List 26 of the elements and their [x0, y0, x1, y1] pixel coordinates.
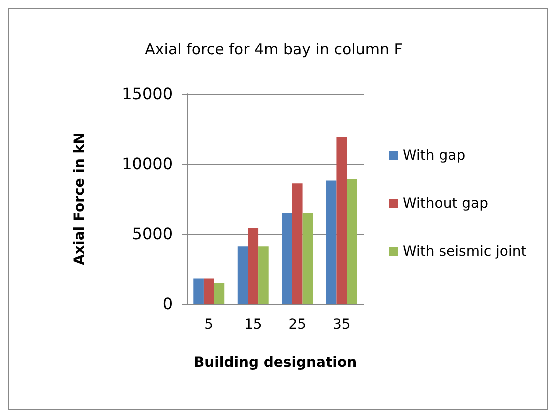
y-tick-label: 5000: [132, 224, 173, 244]
y-axis-title: Axial Force in kN: [72, 132, 88, 266]
x-tick-label: 5: [204, 317, 214, 333]
chart-title: Axial force for 4m bay in column F: [145, 40, 403, 58]
bar: [214, 283, 225, 304]
bar: [204, 278, 214, 304]
legend-label: With seismic joint: [403, 244, 528, 260]
bar: [302, 213, 314, 304]
bar: [248, 228, 259, 304]
bar: [292, 184, 303, 304]
y-tick-label: 10000: [122, 154, 173, 174]
x-axis-title: Building designation: [194, 355, 358, 371]
bar: [282, 213, 292, 304]
x-tick-label: 15: [244, 317, 262, 333]
bar: [347, 179, 358, 304]
x-tick-label: 35: [332, 317, 351, 333]
bar: [326, 180, 337, 304]
bar: [258, 246, 269, 304]
x-tick-label: 25: [288, 317, 307, 333]
y-tick-label: 0: [162, 294, 173, 314]
bar: [336, 137, 348, 304]
bar: [238, 246, 248, 304]
legend-label: Without gap: [403, 196, 489, 212]
y-tick-label: 15000: [122, 84, 173, 104]
bar: [194, 278, 204, 304]
legend-label: With gap: [403, 148, 466, 164]
